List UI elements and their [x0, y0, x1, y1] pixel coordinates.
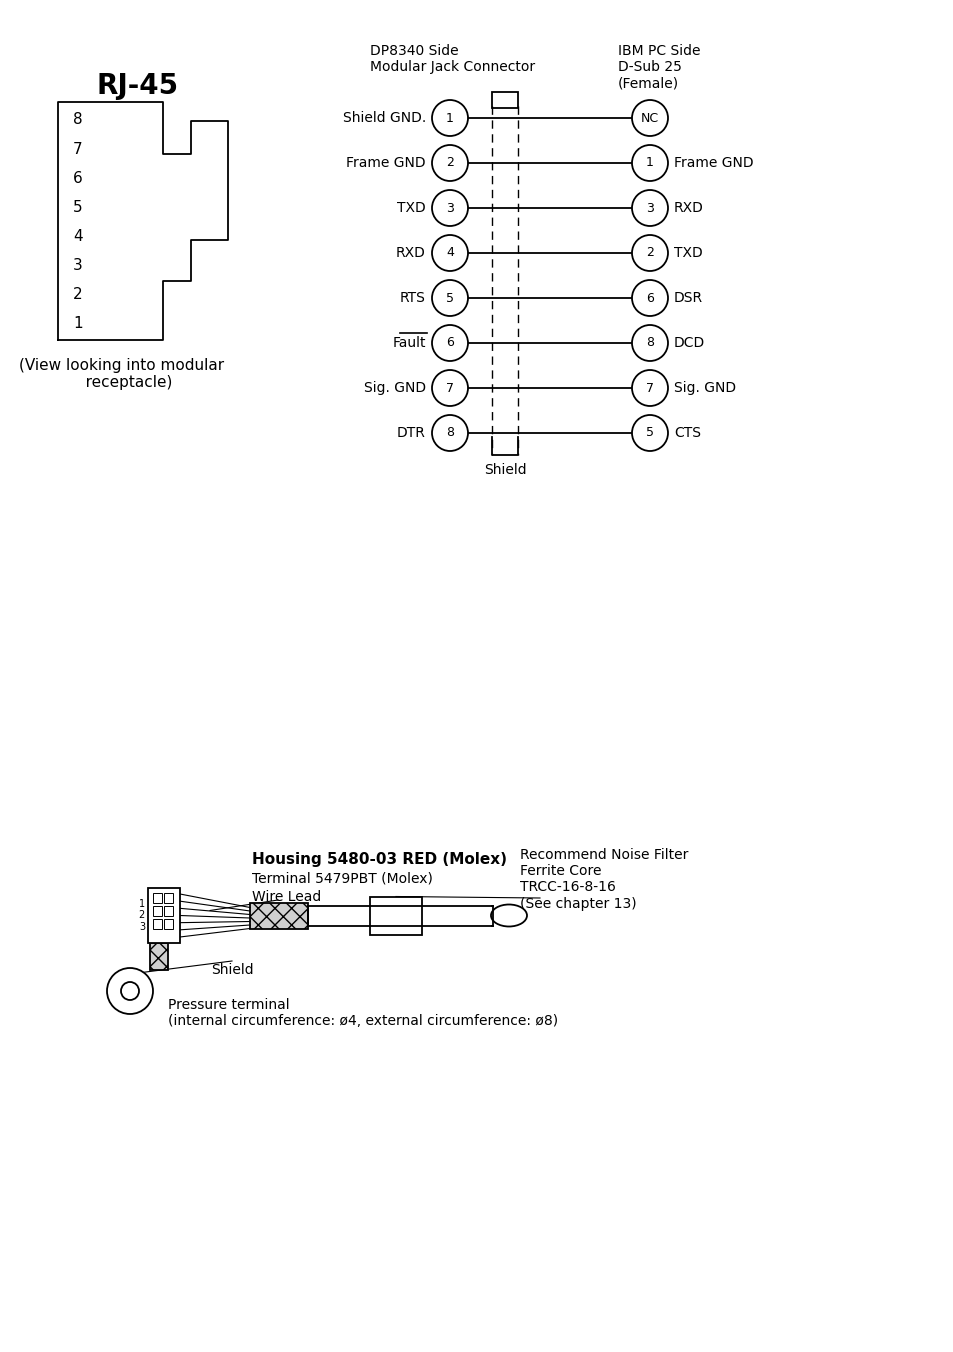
Circle shape — [631, 145, 667, 181]
Bar — [370, 896, 421, 934]
Circle shape — [631, 280, 667, 316]
Text: 8: 8 — [446, 426, 454, 439]
Circle shape — [432, 145, 468, 181]
Bar — [148, 888, 180, 942]
Bar — [308, 906, 493, 926]
Circle shape — [631, 370, 667, 406]
Text: DSR: DSR — [673, 291, 702, 306]
Circle shape — [432, 100, 468, 137]
Text: RJ-45: RJ-45 — [97, 72, 179, 100]
Circle shape — [631, 235, 667, 270]
Circle shape — [432, 415, 468, 452]
Text: DTR: DTR — [396, 426, 426, 439]
Circle shape — [432, 370, 468, 406]
Circle shape — [432, 191, 468, 226]
Text: 1: 1 — [73, 316, 83, 331]
Text: Frame GND: Frame GND — [346, 155, 426, 170]
Bar — [164, 894, 172, 903]
Text: 5: 5 — [73, 200, 83, 215]
Text: Sig. GND: Sig. GND — [673, 381, 736, 395]
Text: Pressure terminal
(internal circumference: ø4, external circumference: ø8): Pressure terminal (internal circumferenc… — [168, 998, 558, 1029]
Text: Shield GND.: Shield GND. — [342, 111, 426, 124]
Text: 4: 4 — [73, 228, 83, 245]
Text: 3: 3 — [73, 258, 83, 273]
Text: 7: 7 — [645, 381, 654, 395]
Bar — [250, 903, 308, 929]
Text: 5: 5 — [446, 292, 454, 304]
Text: RXD: RXD — [395, 246, 426, 260]
Circle shape — [432, 280, 468, 316]
Text: CTS: CTS — [673, 426, 700, 439]
Text: 4: 4 — [446, 246, 454, 260]
Text: 6: 6 — [446, 337, 454, 350]
Text: Shield: Shield — [211, 963, 253, 977]
Text: TXD: TXD — [673, 246, 702, 260]
Text: Shield: Shield — [483, 462, 526, 477]
Circle shape — [107, 968, 152, 1014]
Circle shape — [121, 982, 139, 1000]
Bar — [492, 92, 517, 108]
Text: DCD: DCD — [673, 337, 704, 350]
Text: RTS: RTS — [399, 291, 426, 306]
Text: DP8340 Side
Modular Jack Connector: DP8340 Side Modular Jack Connector — [370, 45, 535, 74]
Text: 1
2
3: 1 2 3 — [138, 899, 145, 932]
Text: NC: NC — [640, 111, 659, 124]
Text: RXD: RXD — [673, 201, 703, 215]
Text: Recommend Noise Filter
Ferrite Core
TRCC-16-8-16
(See chapter 13): Recommend Noise Filter Ferrite Core TRCC… — [519, 848, 688, 911]
Text: Fault: Fault — [392, 337, 426, 350]
Text: 1: 1 — [446, 111, 454, 124]
Text: Wire Lead: Wire Lead — [252, 890, 321, 904]
Bar — [164, 906, 172, 917]
Text: 7: 7 — [73, 142, 83, 157]
Text: Terminal 5479PBT (Molex): Terminal 5479PBT (Molex) — [252, 872, 433, 886]
Circle shape — [631, 415, 667, 452]
Bar — [152, 894, 162, 903]
Text: 3: 3 — [645, 201, 653, 215]
Text: 6: 6 — [73, 170, 83, 185]
Text: 7: 7 — [446, 381, 454, 395]
Text: 1: 1 — [645, 157, 653, 169]
Circle shape — [432, 324, 468, 361]
Text: 3: 3 — [446, 201, 454, 215]
Text: 2: 2 — [645, 246, 653, 260]
Text: Sig. GND: Sig. GND — [363, 381, 426, 395]
Text: 8: 8 — [645, 337, 654, 350]
Text: 6: 6 — [645, 292, 653, 304]
Text: TXD: TXD — [396, 201, 426, 215]
Bar — [150, 942, 168, 969]
Text: Housing 5480-03 RED (Molex): Housing 5480-03 RED (Molex) — [252, 852, 506, 867]
Text: (View looking into modular
   receptacle): (View looking into modular receptacle) — [19, 358, 224, 391]
Bar — [152, 919, 162, 929]
Circle shape — [631, 324, 667, 361]
Text: Frame GND: Frame GND — [673, 155, 753, 170]
Text: 5: 5 — [645, 426, 654, 439]
Text: 2: 2 — [446, 157, 454, 169]
Text: 2: 2 — [73, 288, 83, 303]
Bar — [164, 919, 172, 929]
Circle shape — [631, 191, 667, 226]
Text: 8: 8 — [73, 112, 83, 127]
Circle shape — [631, 100, 667, 137]
Bar — [152, 906, 162, 917]
Circle shape — [432, 235, 468, 270]
Text: IBM PC Side
D-Sub 25
(Female): IBM PC Side D-Sub 25 (Female) — [618, 45, 700, 91]
